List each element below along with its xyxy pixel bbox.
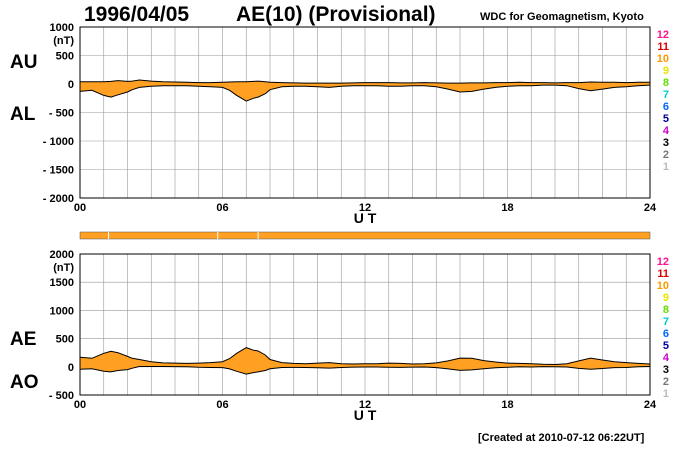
station-count-label: 11 [657,268,669,280]
x-tick-label: 24 [644,399,657,411]
x-tick-label: 00 [74,202,86,214]
x-tick-label: 12 [359,399,371,411]
source-label: WDC for Geomagnetism, Kyoto [480,11,644,23]
y-tick-label: 1000 [50,22,74,34]
x-tick-label: 24 [644,202,657,214]
y-tick-label: 0 [68,362,74,374]
al-side-label: AL [10,104,36,125]
station-count-label: 9 [663,292,669,304]
station-count-label: 5 [663,113,669,125]
chart-title: AE(10) (Provisional) [236,3,436,26]
station-count-label: 10 [657,280,669,292]
created-timestamp: [Created at 2010-07-12 06:22UT] [478,432,645,444]
ae-ao-chart: 2000 1500 1000 500 0 - 500 (nT) 00 06 12 18 24 U T [49,249,657,423]
station-bar-fill [79,231,651,240]
y-tick-label: 1500 [50,277,74,289]
x-tick-label: 12 [359,202,371,214]
station-count-label: 12 [657,29,669,41]
x-tick-label: 06 [216,399,228,411]
y-tick-label: - 2000 [43,193,74,205]
x-axis-title: U T [354,407,377,423]
x-tick-label: 18 [501,202,513,214]
station-count-bar [79,231,651,240]
y-tick-label: - 500 [49,390,74,402]
y-tick-label: 500 [56,51,74,63]
station-count-label: 10 [657,53,669,65]
x-tick-label: 00 [74,399,86,411]
y-tick-label: 500 [56,334,74,346]
y-unit-label: (nT) [53,35,74,47]
au-al-chart: 1000 500 0 - 500 - 1000 - 1500 - 2000 (nT) 00 06 1… [43,22,657,226]
upper-series-line [79,347,651,366]
ae-side-label: AE [10,329,37,350]
station-count-label: 5 [663,340,669,352]
y-tick-label: - 1500 [43,165,74,177]
station-count-label: 9 [663,65,669,77]
station-count-label: 4 [663,352,670,364]
station-count-label: 3 [663,137,669,149]
x-axis-title: U T [354,210,377,226]
y-unit-label: (nT) [53,262,74,274]
lower-series-line [79,366,651,375]
station-count-label: 4 [663,125,670,137]
y-tick-label: - 500 [49,108,74,120]
station-count-label: 8 [663,304,669,316]
au-side-label: AU [10,52,38,73]
y-tick-label: 0 [68,79,74,91]
station-count-label: 1 [663,161,669,173]
ao-side-label: AO [10,372,39,393]
y-tick-label: - 1000 [43,136,74,148]
station-count-label: 7 [663,89,669,101]
index-band-area [80,80,650,102]
upper-series-line [80,79,650,84]
lower-series-line [79,84,651,102]
station-count-label: 11 [657,41,669,53]
station-count-label: 7 [663,316,669,328]
station-count-label: 2 [663,376,669,388]
x-tick-label: 18 [501,399,513,411]
date-label: 1996/04/05 [84,3,190,26]
y-tick-label: 1000 [50,305,74,317]
station-count-label: 8 [663,77,669,89]
station-count-label: 6 [663,101,669,113]
plot-frame [79,253,651,396]
y-tick-label: 2000 [50,249,74,261]
station-count-label: 3 [663,364,669,376]
station-count-label: 12 [657,256,669,268]
x-tick-label: 06 [216,202,228,214]
plot-frame [79,26,651,199]
station-count-label: 1 [663,388,669,400]
station-count-label: 2 [663,149,669,161]
station-count-label: 6 [663,328,669,340]
